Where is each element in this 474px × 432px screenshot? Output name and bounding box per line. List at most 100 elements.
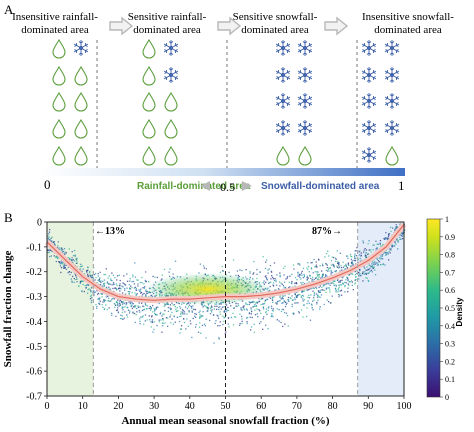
scatter-point bbox=[338, 267, 340, 269]
scatter-point bbox=[152, 275, 154, 278]
scatter-point bbox=[199, 263, 201, 265]
scatter-point bbox=[373, 261, 375, 264]
scatter-point bbox=[378, 261, 381, 263]
scatter-point bbox=[169, 304, 171, 306]
scatter-point bbox=[249, 270, 251, 273]
scatter-point bbox=[346, 276, 348, 278]
scatter-point bbox=[128, 284, 130, 286]
scatter-point bbox=[115, 288, 117, 290]
scatter-point bbox=[319, 308, 321, 310]
scatter-point bbox=[316, 303, 318, 305]
scatter-point bbox=[48, 251, 50, 254]
scatter-point bbox=[145, 294, 147, 296]
scatter-point bbox=[108, 297, 110, 299]
scatter-point bbox=[90, 294, 93, 296]
colorbar-ticks: 0 0.1 0.2 0.3 0.4 0.5 0.6 0.7 0.8 0.9 1 bbox=[440, 215, 455, 402]
scatter-point bbox=[333, 256, 335, 259]
scatter-point bbox=[368, 240, 370, 242]
scatter-point bbox=[373, 244, 375, 246]
scatter-point bbox=[302, 298, 304, 300]
scatter-point bbox=[286, 277, 288, 279]
scatter-point bbox=[176, 316, 178, 318]
colorbar-label: Density bbox=[455, 297, 464, 326]
scatter-point bbox=[263, 302, 266, 305]
scatter-point bbox=[302, 294, 304, 297]
scatter-point bbox=[282, 295, 284, 297]
scatter-point bbox=[383, 238, 385, 240]
raindrop-icon bbox=[74, 66, 88, 86]
scatter-point bbox=[113, 302, 115, 305]
scatter-point bbox=[133, 283, 135, 285]
scatter-point bbox=[346, 267, 348, 269]
scatter-point bbox=[165, 317, 168, 319]
scatter-point bbox=[71, 260, 73, 262]
scatter-point bbox=[342, 277, 344, 279]
scatter-point bbox=[240, 308, 242, 310]
scatter-point bbox=[384, 238, 386, 240]
scatter-point bbox=[139, 290, 142, 292]
scatter-point bbox=[173, 304, 176, 306]
scatter-point bbox=[126, 316, 129, 318]
scatter-point bbox=[128, 292, 130, 295]
scatter-point bbox=[329, 284, 331, 286]
scatter-point bbox=[312, 290, 314, 292]
scatter-point bbox=[297, 294, 299, 296]
scatter-point bbox=[82, 280, 84, 282]
scatter-point bbox=[93, 290, 95, 292]
scatter-point bbox=[129, 302, 132, 304]
scatter-point bbox=[47, 235, 49, 237]
scatter-point bbox=[249, 272, 251, 274]
scatter-point bbox=[264, 301, 266, 303]
scatter-point bbox=[367, 272, 369, 275]
scatter-point bbox=[300, 278, 302, 280]
scatter-point bbox=[195, 316, 197, 318]
scatter-point bbox=[76, 266, 78, 268]
scatter-point bbox=[119, 304, 122, 306]
scatter-point bbox=[138, 309, 140, 312]
scatter-point bbox=[358, 275, 360, 277]
scatter-point bbox=[87, 284, 90, 287]
scatter-point bbox=[243, 309, 246, 311]
scatter-point bbox=[100, 281, 102, 284]
scatter-point bbox=[338, 262, 340, 264]
scatter-point bbox=[333, 283, 335, 285]
scatter-point bbox=[256, 302, 259, 304]
scatter-point bbox=[106, 281, 108, 283]
raindrop-icon bbox=[52, 66, 66, 86]
scatter-point bbox=[145, 280, 147, 282]
scatter-point bbox=[337, 291, 339, 293]
scatter-point bbox=[271, 314, 273, 317]
scatter-point bbox=[96, 282, 98, 284]
scatter-point bbox=[301, 283, 303, 285]
scatter-point bbox=[110, 279, 112, 281]
scatter-point bbox=[95, 272, 97, 275]
scatter-point bbox=[288, 281, 290, 283]
scatter-point bbox=[121, 315, 124, 317]
scatter-point bbox=[334, 280, 336, 282]
scatter-point bbox=[163, 313, 165, 315]
y-tick-label: -0.3 bbox=[26, 292, 42, 303]
colorbar bbox=[426, 218, 441, 398]
scatter-point bbox=[252, 273, 254, 275]
scatter-point bbox=[99, 277, 101, 279]
scatter-point bbox=[75, 259, 77, 261]
scatter-point bbox=[306, 276, 308, 279]
scatter-point bbox=[269, 290, 271, 292]
scatter-point bbox=[246, 303, 249, 306]
scatter-point bbox=[268, 306, 270, 308]
scatter-point bbox=[79, 282, 81, 285]
scatter-point bbox=[396, 239, 398, 241]
scatter-point bbox=[354, 259, 357, 262]
scatter-point bbox=[318, 291, 320, 293]
scatter-point bbox=[368, 272, 370, 274]
scatter-point bbox=[162, 317, 164, 320]
scatter-point bbox=[139, 311, 141, 313]
scatter-point bbox=[270, 281, 272, 283]
scatter-point bbox=[315, 276, 318, 279]
scatter-point bbox=[354, 282, 357, 284]
snowflake-icon bbox=[163, 66, 179, 84]
scatter-point bbox=[123, 283, 125, 285]
scatter-point bbox=[333, 284, 335, 287]
scatter-point bbox=[324, 256, 326, 258]
colorbar-tick-label: 0.1 bbox=[445, 375, 455, 384]
